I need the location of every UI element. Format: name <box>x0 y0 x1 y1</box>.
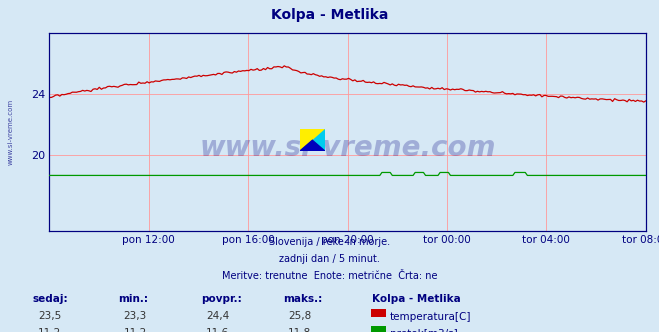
Text: 11,6: 11,6 <box>206 328 229 332</box>
Text: 24,4: 24,4 <box>206 311 229 321</box>
Text: 11,8: 11,8 <box>288 328 312 332</box>
Text: min.:: min.: <box>119 294 149 304</box>
Text: maks.:: maks.: <box>283 294 323 304</box>
Text: Slovenija / reke in morje.: Slovenija / reke in morje. <box>269 237 390 247</box>
Text: www.si-vreme.com: www.si-vreme.com <box>200 134 496 162</box>
Text: temperatura[C]: temperatura[C] <box>390 312 472 322</box>
Polygon shape <box>300 129 325 151</box>
Text: Kolpa - Metlika: Kolpa - Metlika <box>271 8 388 22</box>
Polygon shape <box>300 140 325 151</box>
Text: sedaj:: sedaj: <box>33 294 69 304</box>
Text: 23,3: 23,3 <box>123 311 147 321</box>
Text: 23,5: 23,5 <box>38 311 61 321</box>
Text: 11,2: 11,2 <box>123 328 147 332</box>
Text: zadnji dan / 5 minut.: zadnji dan / 5 minut. <box>279 254 380 264</box>
Text: Meritve: trenutne  Enote: metrične  Črta: ne: Meritve: trenutne Enote: metrične Črta: … <box>221 271 438 281</box>
Text: 25,8: 25,8 <box>288 311 312 321</box>
Polygon shape <box>300 129 325 151</box>
Text: Kolpa - Metlika: Kolpa - Metlika <box>372 294 461 304</box>
Text: pretok[m3/s]: pretok[m3/s] <box>390 329 458 332</box>
Text: www.si-vreme.com: www.si-vreme.com <box>8 99 14 165</box>
Text: 11,2: 11,2 <box>38 328 61 332</box>
Text: povpr.:: povpr.: <box>201 294 242 304</box>
